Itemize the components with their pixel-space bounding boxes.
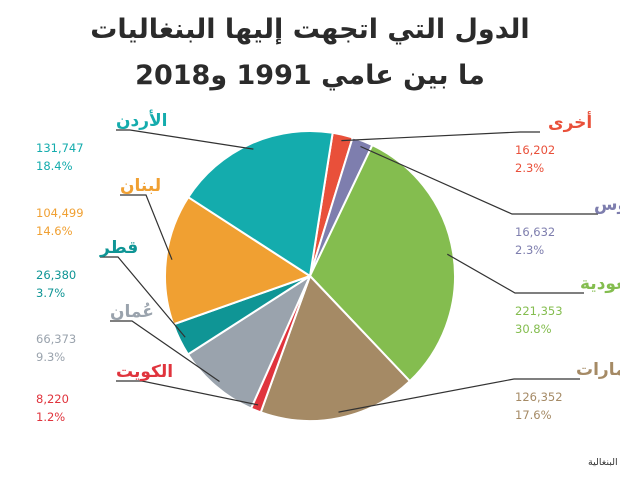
leader-line (447, 253, 584, 294)
leader-lines (100, 129, 598, 413)
slice-percent-label: 18.4% (36, 159, 73, 173)
slice-name-label: موريشيوس (594, 195, 620, 215)
slice-value-label: 126,352 (515, 390, 563, 404)
slice-name-label: الكويت (116, 362, 173, 382)
leader-line (100, 256, 186, 338)
slice-percent-label: 1.2% (36, 410, 65, 424)
slice-value-label: 66,373 (36, 332, 76, 346)
pie-slice (187, 130, 334, 277)
slice-name-label: أخرى (548, 111, 592, 133)
slice-name-label: الأردن (116, 110, 168, 131)
slice-name-label: لبنان (120, 176, 161, 196)
pie-slice (164, 196, 311, 326)
slice-percent-label: 30.8% (515, 322, 552, 336)
slice-name-label: الإمارات (576, 360, 620, 380)
slice-value-label: 16,632 (515, 225, 555, 239)
pie-slices (164, 130, 456, 422)
pie-slice (309, 144, 456, 383)
slice-value-label: 104,499 (36, 206, 84, 220)
slice-value-label: 221,353 (515, 304, 563, 318)
slice-percent-label: 3.7% (36, 286, 65, 300)
slice-name-label: قطر (99, 238, 138, 258)
leader-line (338, 378, 580, 413)
leader-line (116, 380, 259, 406)
slice-percent-label: 9.3% (36, 350, 65, 364)
slice-percent-label: 17.6% (515, 408, 552, 422)
slice-name-label: عُمان (110, 302, 154, 322)
pie-slice (259, 275, 411, 422)
leader-line (341, 131, 540, 142)
leader-line (116, 129, 254, 150)
slice-value-label: 131,747 (36, 141, 84, 155)
slice-percent-label: 2.3% (515, 161, 544, 175)
leader-line (120, 194, 173, 260)
slice-labels: أخرى 16,202 2.3% موريشيوس 16,632 2.3% السعودية… (36, 110, 620, 424)
leader-line (360, 145, 598, 215)
pie-slice (187, 275, 311, 410)
leader-line (110, 320, 220, 382)
slice-name-label: السعودية (580, 274, 620, 294)
source-note: المصدر: وزارة العمال البنغالية (588, 457, 620, 468)
slice-percent-label: 14.6% (36, 224, 73, 238)
slice-value-label: 26,380 (36, 268, 76, 282)
slice-value-label: 8,220 (36, 392, 69, 406)
slice-value-label: 16,202 (515, 143, 555, 157)
slice-percent-label: 2.3% (515, 243, 544, 257)
chart-title-line-1: الدول التي اتجهت إليها البنغاليات (90, 14, 529, 45)
chart-title-line-2: ما بين عامي 1991 و2018 (135, 60, 485, 91)
